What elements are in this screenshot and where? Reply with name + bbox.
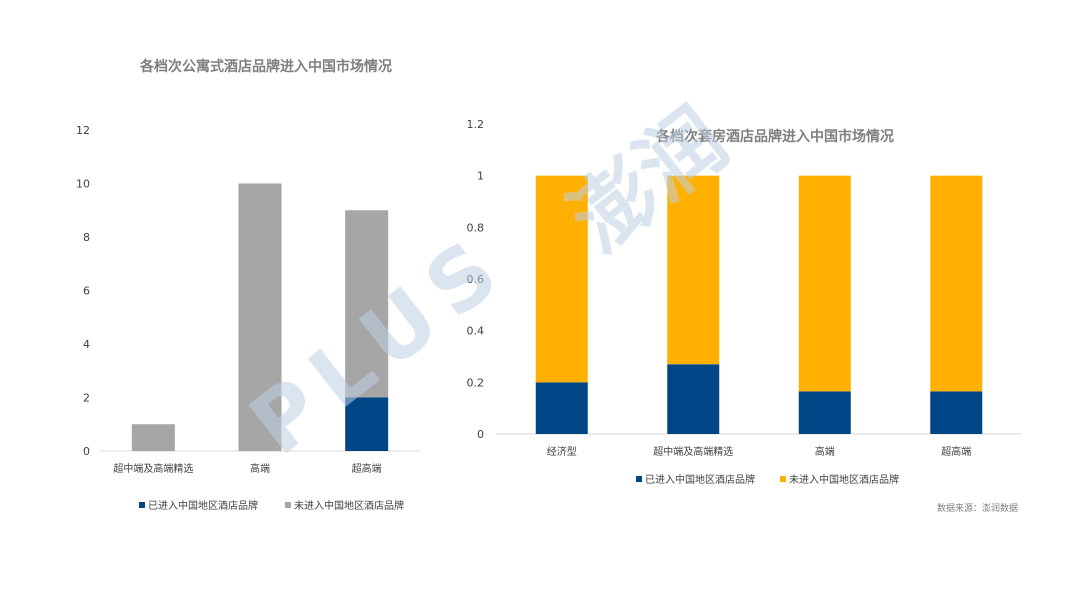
suite-hotel-chart: 各档次套房酒店品牌进入中国市场情况 0 0.2 0.4 0.6 0.8 1 1.2 经济型 超中端… (467, 118, 1022, 486)
y-tick-label: 0 (83, 445, 90, 458)
x-category-label: 超中端及高端精选 (113, 462, 193, 475)
x-category-label: 超高端 (352, 462, 382, 475)
y-tick-label: 8 (83, 231, 90, 244)
y-tick-label: 1 (477, 170, 484, 183)
legend-swatch (285, 502, 291, 508)
y-tick-label: 10 (76, 178, 90, 191)
bar-segment-entered (667, 364, 720, 434)
y-tick-label: 4 (83, 338, 90, 351)
y-tick-label: 0.2 (467, 376, 485, 389)
x-category-label: 超高端 (941, 445, 971, 458)
y-tick-label: 0.4 (467, 325, 485, 338)
chart-title: 各档次套房酒店品牌进入中国市场情况 (655, 128, 894, 145)
x-category-label: 超中端及高端精选 (653, 445, 733, 458)
y-tick-label: 0.8 (467, 221, 485, 234)
y-tick-label: 0.6 (467, 273, 485, 286)
y-tick-label: 1.2 (467, 118, 485, 131)
bar-segment-not-entered (930, 175, 983, 392)
apartment-hotel-chart: 各档次公寓式酒店品牌进入中国市场情况 0 2 4 6 8 10 12 超中端及高端精选 高端 超高端… (76, 58, 420, 512)
bar-segment-not-entered (535, 175, 588, 383)
legend-swatch (636, 476, 642, 482)
y-tick-label: 6 (83, 285, 90, 298)
source-note: 数据来源：澎润数据 (937, 502, 1018, 514)
bar-segment-not-entered (131, 424, 175, 451)
bar-segment-not-entered (345, 210, 389, 398)
y-tick-label: 12 (76, 124, 90, 137)
bar-segment-entered (798, 391, 851, 434)
y-tick-label: 2 (83, 392, 90, 405)
bar-segment-not-entered (238, 183, 282, 451)
legend-swatch (780, 476, 786, 482)
x-category-label: 经济型 (547, 445, 577, 458)
legend-swatch (139, 502, 145, 508)
bar-segment-entered (345, 397, 389, 451)
bar-segment-entered (535, 382, 588, 434)
y-tick-label: 0 (477, 428, 484, 441)
x-category-label: 高端 (815, 445, 835, 458)
legend-label: 未进入中国地区酒店品牌 (789, 473, 899, 486)
bar-segment-not-entered (667, 175, 720, 365)
bar-segment-not-entered (798, 175, 851, 392)
chart-title: 各档次公寓式酒店品牌进入中国市场情况 (139, 58, 392, 75)
legend-label: 未进入中国地区酒店品牌 (294, 499, 404, 512)
x-category-label: 高端 (250, 462, 270, 475)
legend-label: 已进入中国地区酒店品牌 (148, 499, 258, 512)
legend-label: 已进入中国地区酒店品牌 (645, 473, 755, 486)
bar-segment-entered (930, 391, 983, 434)
